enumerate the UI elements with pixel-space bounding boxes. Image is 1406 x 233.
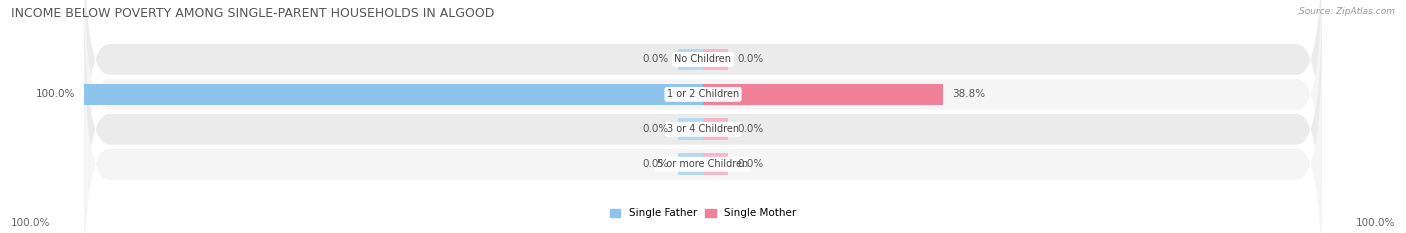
FancyBboxPatch shape [84,0,1322,184]
Text: 5 or more Children: 5 or more Children [658,159,748,169]
Text: 0.0%: 0.0% [737,55,763,64]
Text: 100.0%: 100.0% [35,89,75,99]
Bar [678,118,703,140]
Text: 0.0%: 0.0% [737,124,763,134]
Text: 100.0%: 100.0% [1355,218,1395,228]
Text: 0.0%: 0.0% [643,55,669,64]
Bar [678,154,703,175]
FancyBboxPatch shape [84,40,1322,233]
FancyBboxPatch shape [84,0,1322,219]
Bar [703,49,728,70]
Bar [703,154,728,175]
Text: 1 or 2 Children: 1 or 2 Children [666,89,740,99]
Legend: Single Father, Single Mother: Single Father, Single Mother [610,209,796,219]
Bar [703,84,943,105]
Text: 3 or 4 Children: 3 or 4 Children [666,124,740,134]
Text: No Children: No Children [675,55,731,64]
Text: 0.0%: 0.0% [643,124,669,134]
Text: INCOME BELOW POVERTY AMONG SINGLE-PARENT HOUSEHOLDS IN ALGOOD: INCOME BELOW POVERTY AMONG SINGLE-PARENT… [11,7,495,20]
Text: 38.8%: 38.8% [952,89,986,99]
Text: 0.0%: 0.0% [737,159,763,169]
Bar [84,84,703,105]
Text: 0.0%: 0.0% [643,159,669,169]
FancyBboxPatch shape [84,5,1322,233]
Text: Source: ZipAtlas.com: Source: ZipAtlas.com [1299,7,1395,16]
Text: 100.0%: 100.0% [11,218,51,228]
Bar [703,118,728,140]
Bar [678,49,703,70]
